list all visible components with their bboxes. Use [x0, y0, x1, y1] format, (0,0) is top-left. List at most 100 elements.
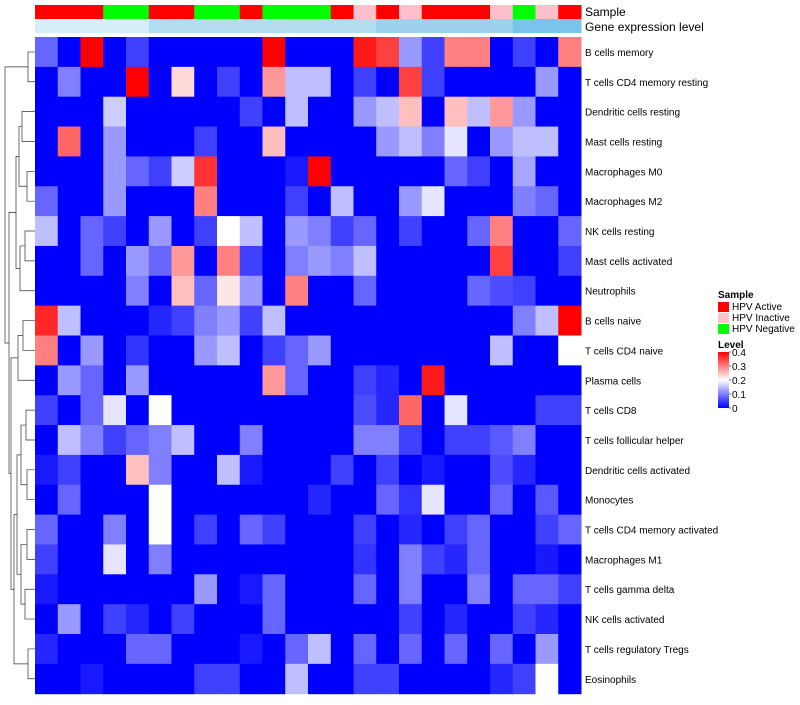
heatmap-cell — [399, 186, 423, 217]
heatmap-cell — [217, 514, 241, 545]
heatmap-cell — [217, 574, 241, 605]
heatmap-cell — [558, 484, 582, 516]
heatmap-cell — [353, 484, 377, 516]
heatmap-cell — [444, 663, 468, 695]
row-label: Dendritic cells resting — [585, 108, 680, 119]
heatmap-cell — [421, 634, 445, 665]
level-legend-title: Level — [718, 340, 744, 351]
heatmap-cell — [217, 66, 241, 98]
row-label: T cells CD4 naive — [585, 346, 664, 357]
heatmap-cell — [171, 96, 195, 128]
heatmap-cell — [535, 245, 559, 277]
row-labels: B cells memory T cells CD4 memory resting… — [585, 48, 718, 686]
heatmap-cell — [80, 335, 104, 366]
row-label: T cells CD4 memory resting — [585, 78, 708, 89]
heatmap-cell — [399, 37, 423, 68]
heatmap-cell — [35, 96, 59, 128]
heatmap-cell — [353, 186, 377, 217]
heatmap-cell — [285, 66, 309, 98]
dendrogram-branch — [22, 320, 35, 351]
expression-annotation-cell — [285, 19, 309, 33]
level-tick-label: 0.4 — [732, 348, 746, 359]
sample-legend-title: Sample — [718, 290, 754, 301]
heatmap-cell — [330, 96, 354, 128]
heatmap-cell — [262, 484, 286, 516]
heatmap-cell — [535, 425, 559, 456]
heatmap-cell — [330, 454, 354, 486]
heatmap-cell — [467, 156, 491, 187]
heatmap-cell — [262, 454, 286, 486]
heatmap-cell — [444, 574, 468, 605]
level-legend: Level 0.4 0.3 0.2 0.1 0 — [718, 340, 746, 415]
heatmap-cell — [262, 37, 286, 68]
heatmap-cell — [35, 663, 59, 695]
sample-annotation-cell — [535, 5, 559, 19]
expression-annotation-cell — [126, 19, 150, 33]
row-label: T cells follicular helper — [585, 436, 684, 447]
heatmap-cell — [308, 186, 332, 217]
heatmap-cell — [308, 663, 332, 695]
heatmap-cell — [103, 96, 127, 128]
sample-annotation-cell — [353, 5, 377, 19]
heatmap-cell — [490, 454, 514, 486]
heatmap-cell — [57, 37, 81, 68]
heatmap-cell — [148, 514, 172, 545]
heatmap-cell — [330, 425, 354, 456]
heatmap-cell — [148, 365, 172, 396]
heatmap-cell — [376, 395, 400, 426]
heatmap-cell — [194, 156, 218, 187]
level-colorbar — [718, 352, 729, 408]
heatmap-cell — [444, 454, 468, 486]
heatmap-cell — [262, 425, 286, 456]
heatmap-cell — [217, 245, 241, 277]
heatmap-cell — [558, 365, 582, 396]
heatmap-cell — [330, 663, 354, 695]
heatmap-cell — [421, 305, 445, 336]
heatmap-cell — [558, 544, 582, 575]
heatmap-cell — [262, 245, 286, 277]
dendrogram-branch — [26, 469, 35, 501]
heatmap-cell — [558, 305, 582, 336]
heatmap-cell — [239, 126, 263, 157]
heatmap-cell — [467, 305, 491, 336]
heatmap-cell — [217, 186, 241, 217]
heatmap-cell — [399, 216, 423, 247]
sample-annotation-cell — [512, 5, 536, 19]
sample-annotation-track — [35, 5, 582, 19]
heatmap-cell — [558, 245, 582, 277]
heatmap-cell — [421, 216, 445, 247]
heatmap-cell — [171, 335, 195, 366]
heatmap-cell — [421, 365, 445, 396]
heatmap-cell — [399, 514, 423, 545]
heatmap-cell — [330, 186, 354, 217]
heatmap-cell — [35, 66, 59, 98]
heatmap-cell — [490, 634, 514, 665]
sample-annotation-cell — [330, 5, 354, 19]
heatmap-cell — [171, 454, 195, 486]
heatmap-cell — [57, 604, 81, 635]
heatmap-cell — [194, 37, 218, 68]
heatmap-cell — [512, 544, 536, 575]
heatmap-cell — [262, 126, 286, 157]
heatmap-cell — [148, 454, 172, 486]
sample-annotation-cell — [467, 5, 491, 19]
heatmap-cell — [262, 156, 286, 187]
dendrogram-branch — [20, 544, 27, 605]
heatmap-cell — [330, 37, 354, 68]
heatmap-cell — [239, 275, 263, 307]
heatmap-cell — [126, 216, 150, 247]
heatmap-cell — [353, 335, 377, 366]
heatmap-cell — [35, 335, 59, 366]
heatmap-cell — [330, 216, 354, 247]
dendrogram-branch — [15, 156, 20, 269]
heatmap-cell — [376, 663, 400, 695]
heatmap-cell — [376, 634, 400, 665]
heatmap-cell — [171, 484, 195, 516]
heatmap-cell — [194, 395, 218, 426]
row-label: NK cells activated — [585, 615, 664, 626]
heatmap-cell — [376, 37, 400, 68]
heatmap-cell — [512, 156, 536, 187]
heatmap-cell — [171, 156, 195, 187]
heatmap-cell — [239, 604, 263, 635]
sample-annotation-cell — [558, 5, 582, 19]
